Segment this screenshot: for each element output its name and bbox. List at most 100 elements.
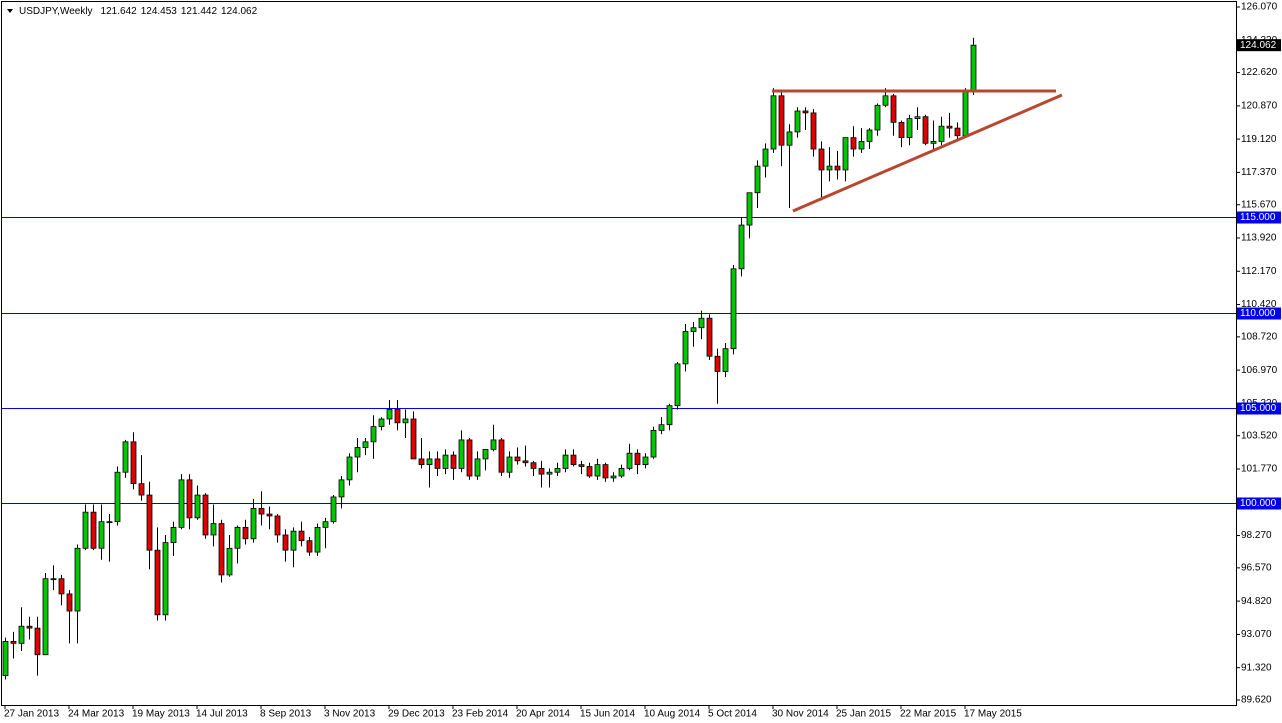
candle-body: [794, 110, 801, 133]
level-label: 115.000: [1240, 212, 1276, 223]
candle-body: [186, 479, 193, 519]
price-badges: 115.000 110.000 105.000 100.000 124.062: [1237, 39, 1281, 510]
candle-body: [938, 125, 945, 142]
candle-body: [202, 494, 209, 536]
candle-body: [322, 521, 329, 528]
candle-body: [362, 441, 369, 448]
candle-body: [850, 137, 857, 150]
candle-body: [250, 507, 257, 540]
candle-body: [410, 418, 417, 460]
candle-body: [162, 542, 169, 616]
level-badge: [1237, 497, 1281, 510]
candle-body: [130, 441, 137, 485]
candle-body: [122, 441, 129, 473]
candle-body: [810, 112, 817, 150]
candle-body: [386, 409, 393, 420]
candle-body: [290, 530, 297, 551]
y-tick-label: 94.820: [1241, 596, 1272, 607]
y-tick-label: 117.370: [1241, 167, 1277, 178]
candle-body: [370, 426, 377, 443]
candle-body: [18, 625, 25, 644]
candle-body: [730, 268, 737, 350]
candle-body: [10, 641, 17, 644]
candle-body: [242, 526, 249, 540]
x-tick-label: 15 Jun 2014: [580, 709, 635, 720]
level-badge: [1237, 402, 1281, 415]
candle-body: [90, 511, 97, 549]
y-tick-label: 122.620: [1241, 67, 1278, 78]
candle-body: [530, 462, 537, 469]
level-label: 110.000: [1240, 308, 1276, 319]
candle-body: [634, 452, 641, 466]
x-tick-label: 22 Mar 2015: [900, 709, 957, 720]
candle-body: [338, 479, 345, 498]
candle-body: [474, 458, 481, 477]
x-tick-label: 8 Sep 2013: [260, 709, 312, 720]
y-tick-label: 106.970: [1241, 365, 1278, 376]
candle-body: [706, 317, 713, 357]
candle-body: [610, 475, 617, 479]
candle-body: [586, 466, 593, 477]
x-tick-label: 14 Jul 2013: [196, 709, 248, 720]
y-tick-label: 98.270: [1241, 530, 1272, 541]
candle-body: [50, 578, 57, 581]
candle-body: [218, 523, 225, 576]
candle-body: [466, 439, 473, 477]
candle-body: [234, 526, 241, 549]
candle-body: [738, 224, 745, 270]
y-tick-label: 96.570: [1241, 563, 1272, 574]
candle-body: [354, 447, 361, 458]
candle-body: [962, 90, 969, 137]
y-tick-label: 119.120: [1241, 134, 1277, 145]
y-tick-label: 112.170: [1241, 266, 1277, 277]
price-badge: [1237, 39, 1281, 52]
y-tick-label: 115.670: [1241, 199, 1277, 210]
candle-body: [890, 95, 897, 123]
candle-body: [226, 547, 233, 576]
candle-body: [98, 521, 105, 549]
level-badge: [1237, 307, 1281, 320]
candle-body: [602, 464, 609, 479]
candle-body: [418, 458, 425, 466]
candle-body: [546, 471, 553, 475]
level-label: 100.000: [1240, 498, 1277, 509]
candle-body: [866, 129, 873, 142]
candle-body: [210, 523, 217, 536]
candle-body: [594, 464, 601, 477]
candle-body: [26, 625, 33, 629]
candle-body: [306, 540, 313, 553]
x-tick-label: 17 May 2015: [964, 709, 1022, 720]
candle-body: [946, 125, 953, 129]
candle-body: [770, 95, 777, 150]
candle-body: [138, 483, 145, 496]
candle-body: [146, 494, 153, 551]
candle-body: [722, 348, 729, 372]
candle-body: [266, 513, 273, 517]
candle-body: [762, 148, 769, 167]
x-tick-label: 29 Dec 2013: [388, 709, 445, 720]
open-value: 121.642: [101, 6, 138, 17]
candle-body: [882, 95, 889, 106]
candle-body: [906, 118, 913, 139]
candle-body: [914, 116, 921, 120]
candle-body: [898, 122, 905, 139]
y-tick-label: 113.920: [1241, 233, 1277, 244]
y-tick-label: 103.520: [1241, 430, 1278, 441]
candle-body: [402, 418, 409, 424]
price-label: 124.062: [1240, 40, 1277, 51]
candles: [2, 37, 977, 680]
level-lines: [2, 217, 1236, 504]
candle-body: [570, 454, 577, 466]
candle-body: [618, 468, 625, 477]
candle-body: [378, 418, 385, 428]
support-line: [792, 93, 1063, 213]
candle-body: [922, 116, 929, 144]
candle-body: [554, 468, 561, 473]
triangle-pattern: [772, 89, 1063, 213]
candle-body: [58, 578, 65, 595]
y-tick-label: 120.870: [1241, 101, 1278, 112]
symbol: USDJPY,Weekly: [19, 6, 93, 17]
x-tick-label: 30 Nov 2014: [772, 709, 829, 720]
